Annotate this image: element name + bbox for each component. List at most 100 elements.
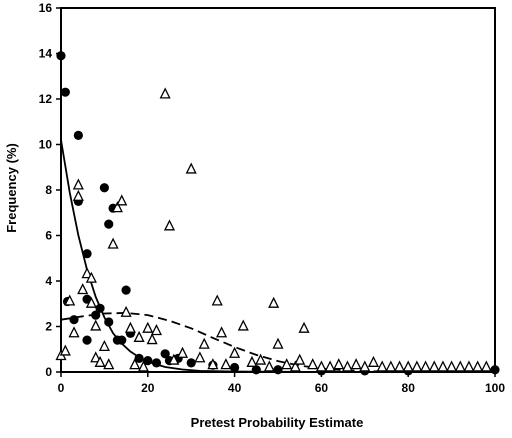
triangle-point [229, 346, 241, 358]
plot-frame [60, 7, 496, 373]
triangle-point [68, 326, 80, 338]
triangle-point [315, 360, 327, 372]
triangle-point [168, 353, 180, 365]
y-tick-label: 14 [39, 47, 53, 61]
triangle-point [124, 321, 136, 333]
triangle-point [111, 201, 123, 213]
circle-point [273, 365, 283, 375]
triangle-point [359, 360, 371, 372]
triangle-point [255, 353, 267, 365]
triangle-point [85, 296, 97, 308]
triangle-point [246, 355, 258, 367]
triangle-point [350, 358, 362, 370]
triangle-point [463, 360, 475, 372]
circle-point [73, 130, 83, 140]
circle-point [230, 362, 240, 373]
y-tick-label: 10 [39, 138, 53, 152]
triangle-point [294, 353, 306, 365]
triangle-point [298, 321, 310, 333]
y-tick-label: 4 [45, 274, 52, 288]
circle-point [95, 303, 105, 313]
circle-point [91, 310, 101, 320]
triangle-point [107, 237, 119, 249]
triangle-point [72, 178, 84, 190]
triangle-point [341, 360, 353, 372]
circle-point [117, 335, 127, 345]
triangle-point [194, 351, 206, 363]
triangle-point [59, 344, 71, 356]
triangle-point [98, 339, 110, 352]
x-tick-label: 0 [58, 381, 65, 395]
triangle-point [420, 360, 432, 372]
triangle-point [137, 360, 150, 372]
circle-point [151, 358, 162, 368]
circle-point [134, 353, 144, 363]
triangle-point [272, 337, 284, 349]
triangle-point [185, 162, 197, 174]
triangle-point [446, 360, 458, 372]
triangle-point [90, 351, 102, 363]
y-tick-label: 2 [45, 320, 52, 334]
x-tick-label: 20 [141, 381, 155, 395]
y-tick-label: 0 [45, 365, 52, 379]
circle-point [60, 87, 70, 97]
triangle-point [454, 360, 466, 372]
triangle-point [211, 294, 223, 306]
triangle-point [72, 189, 84, 201]
triangle-point [393, 360, 406, 372]
triangle-point [129, 358, 141, 370]
triangle-point [81, 267, 93, 279]
y-axis-label: Frequency (%) [4, 143, 19, 233]
triangle-point [150, 324, 163, 336]
circle-point [490, 365, 500, 375]
x-axis-label: Pretest Probability Estimate [191, 415, 364, 430]
triangle-point [324, 360, 336, 372]
x-tick-label: 60 [315, 381, 329, 395]
x-tick-label: 80 [402, 381, 416, 395]
triangle-point [120, 305, 132, 317]
solid-fit-curve [60, 139, 495, 373]
triangle-point [216, 326, 228, 338]
triangle-point [103, 358, 115, 370]
circle-point [104, 317, 114, 327]
triangle-point [428, 360, 440, 372]
triangle-point [263, 360, 275, 372]
triangle-point [333, 358, 345, 370]
circle-point [121, 285, 131, 295]
y-tick-label: 6 [45, 229, 52, 243]
circle-point [69, 315, 79, 325]
x-tick-label: 100 [485, 381, 505, 395]
triangle-point [307, 358, 319, 370]
triangle-point [367, 355, 380, 367]
triangle-point [116, 194, 128, 206]
y-tick-label: 16 [39, 1, 53, 15]
circle-point [56, 51, 66, 61]
triangle-point [268, 296, 280, 308]
triangle-point [376, 360, 388, 372]
triangle-point [289, 360, 301, 372]
triangle-point [163, 219, 176, 231]
triangle-point [94, 355, 106, 367]
x-tick-label: 40 [228, 381, 242, 395]
triangle-point [133, 330, 145, 342]
circle-point [99, 183, 109, 193]
triangle-point [402, 360, 414, 372]
triangle-point [472, 360, 484, 372]
triangle-point [146, 333, 158, 345]
triangle-point [85, 271, 97, 283]
triangle-point [480, 360, 492, 372]
triangle-point [176, 346, 189, 358]
triangle-point [385, 360, 397, 372]
circle-point [186, 358, 196, 368]
triangle-point [281, 358, 293, 370]
circle-point [251, 365, 261, 375]
triangle-point [64, 294, 76, 306]
triangle-point [159, 87, 171, 99]
y-tick-label: 8 [45, 183, 52, 197]
circle-point [143, 356, 153, 366]
circle-point [104, 219, 114, 229]
triangle-point [90, 319, 102, 331]
triangle-point [237, 319, 249, 331]
